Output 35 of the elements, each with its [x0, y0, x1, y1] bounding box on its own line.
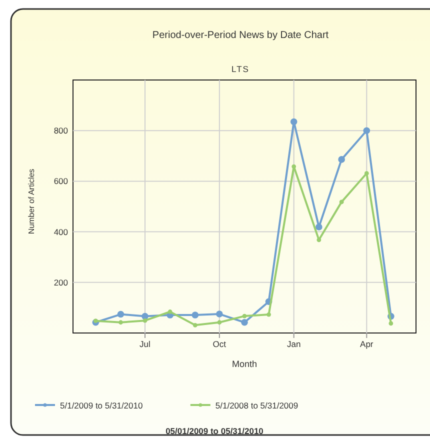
chart-title: Period-over-Period News by Date Chart [152, 30, 329, 41]
x-tick-label: Oct [212, 339, 227, 349]
point [290, 118, 298, 126]
x-tick-label: Jul [140, 339, 151, 349]
y-tick-label: 400 [54, 226, 68, 237]
x-axis-title: Month [232, 359, 258, 369]
y-axis-title: Number of Articles [27, 168, 36, 234]
point [168, 310, 172, 314]
point [316, 224, 322, 230]
text: 05/01/2009 to 05/31/2010 [166, 426, 264, 436]
chart-subtitle: LTS [232, 64, 250, 74]
point [242, 314, 247, 318]
point [266, 312, 271, 317]
point [118, 320, 123, 325]
point [316, 238, 322, 242]
x-tick-label: Apr [360, 339, 374, 349]
point [388, 321, 394, 326]
point [192, 312, 199, 318]
legend-label: 5/1/2009 to 5/31/2010 [60, 400, 143, 410]
point [192, 322, 198, 328]
point [142, 318, 148, 323]
y-tick-label: 800 [54, 126, 68, 136]
point [338, 156, 345, 163]
x-tick-label: Jan [286, 339, 301, 349]
legend-label: 5/1/2008 to 5/31/2009 [215, 400, 298, 410]
y-tick-label: 200 [54, 277, 68, 288]
point [216, 310, 223, 318]
point [292, 164, 296, 169]
y-tick-label: 600 [54, 176, 68, 186]
point [363, 127, 370, 134]
point [339, 200, 344, 204]
point [117, 310, 124, 318]
point [93, 318, 98, 324]
point [217, 320, 222, 325]
point [241, 318, 248, 326]
